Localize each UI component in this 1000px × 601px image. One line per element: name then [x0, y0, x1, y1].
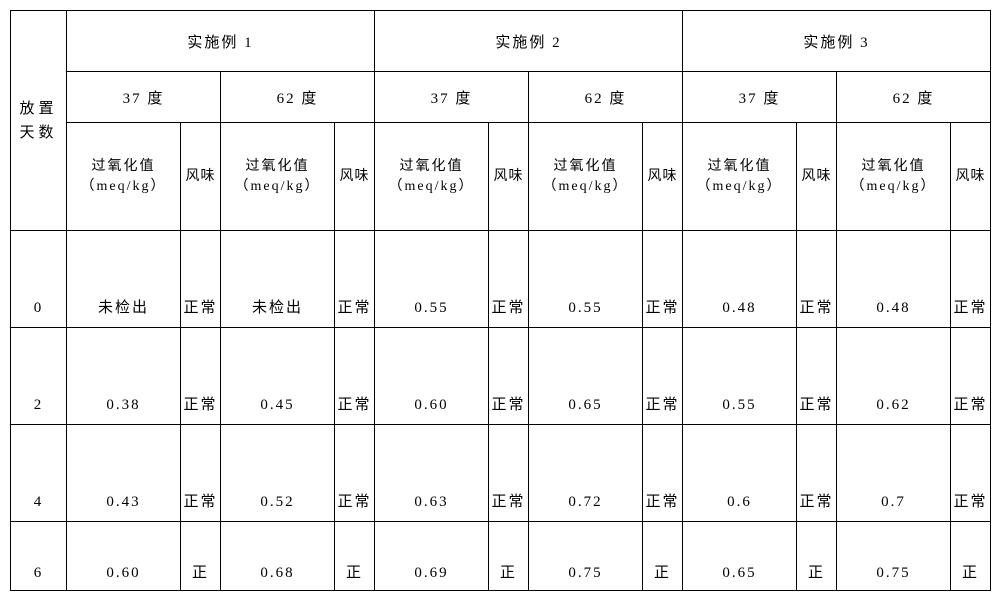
- value-cell: 0.75: [529, 522, 643, 591]
- header-example-3: 实施例 3: [683, 11, 991, 72]
- flavor-cell: 正常: [797, 328, 837, 425]
- flavor-cell: 正常: [489, 231, 529, 328]
- header-temp: 62 度: [221, 72, 375, 123]
- value-cell: 0.43: [67, 425, 181, 522]
- value-cell: 0.69: [375, 522, 489, 591]
- value-cell: 0.63: [375, 425, 489, 522]
- header-example-1: 实施例 1: [67, 11, 375, 72]
- flavor-cell: 正常: [797, 231, 837, 328]
- table-row: 6 0.60 正 0.68 正 0.69 正 0.75 正 0.65 正 0.7…: [11, 522, 991, 591]
- value-cell: 0.72: [529, 425, 643, 522]
- flavor-cell: 正常: [643, 328, 683, 425]
- value-cell: 0.55: [683, 328, 797, 425]
- day-cell: 0: [11, 231, 67, 328]
- header-temp: 62 度: [837, 72, 991, 123]
- value-cell: 0.60: [67, 522, 181, 591]
- value-cell: 0.45: [221, 328, 335, 425]
- value-cell: 未检出: [221, 231, 335, 328]
- header-peroxide: 过氧化值（meq/kg）: [67, 123, 181, 231]
- data-table: 放置天数 实施例 1 实施例 2 实施例 3 37 度 62 度 37 度 62…: [10, 10, 991, 591]
- row-header-days: 放置天数: [11, 11, 67, 231]
- flavor-cell: 正常: [797, 425, 837, 522]
- header-temp: 37 度: [375, 72, 529, 123]
- value-cell: 0.6: [683, 425, 797, 522]
- table-row: 0 未检出 正常 未检出 正常 0.55 正常 0.55 正常 0.48 正常 …: [11, 231, 991, 328]
- header-peroxide: 过氧化值（meq/kg）: [375, 123, 489, 231]
- value-cell: 0.7: [837, 425, 951, 522]
- flavor-cell: 正常: [643, 231, 683, 328]
- day-cell: 4: [11, 425, 67, 522]
- header-peroxide: 过氧化值（meq/kg）: [683, 123, 797, 231]
- header-example-2: 实施例 2: [375, 11, 683, 72]
- flavor-cell: 正: [489, 522, 529, 591]
- flavor-cell: 正常: [335, 231, 375, 328]
- flavor-cell: 正常: [181, 328, 221, 425]
- header-peroxide: 过氧化值（meq/kg）: [221, 123, 335, 231]
- header-temp: 37 度: [67, 72, 221, 123]
- value-cell: 0.48: [837, 231, 951, 328]
- header-temp: 62 度: [529, 72, 683, 123]
- flavor-cell: 正常: [951, 231, 991, 328]
- header-flavor: 风味: [335, 123, 375, 231]
- flavor-cell: 正: [797, 522, 837, 591]
- value-cell: 0.65: [683, 522, 797, 591]
- flavor-cell: 正常: [181, 231, 221, 328]
- table-body: 0 未检出 正常 未检出 正常 0.55 正常 0.55 正常 0.48 正常 …: [11, 231, 991, 591]
- flavor-cell: 正常: [181, 425, 221, 522]
- value-cell: 0.62: [837, 328, 951, 425]
- value-cell: 0.60: [375, 328, 489, 425]
- flavor-cell: 正常: [951, 425, 991, 522]
- header-flavor: 风味: [951, 123, 991, 231]
- header-flavor: 风味: [181, 123, 221, 231]
- flavor-cell: 正常: [951, 328, 991, 425]
- value-cell: 0.68: [221, 522, 335, 591]
- header-peroxide: 过氧化值（meq/kg）: [529, 123, 643, 231]
- value-cell: 未检出: [67, 231, 181, 328]
- table-row: 4 0.43 正常 0.52 正常 0.63 正常 0.72 正常 0.6 正常…: [11, 425, 991, 522]
- value-cell: 0.48: [683, 231, 797, 328]
- value-cell: 0.38: [67, 328, 181, 425]
- flavor-cell: 正常: [335, 425, 375, 522]
- flavor-cell: 正常: [489, 328, 529, 425]
- flavor-cell: 正: [335, 522, 375, 591]
- header-peroxide: 过氧化值（meq/kg）: [837, 123, 951, 231]
- table-row: 2 0.38 正常 0.45 正常 0.60 正常 0.65 正常 0.55 正…: [11, 328, 991, 425]
- flavor-cell: 正常: [335, 328, 375, 425]
- header-flavor: 风味: [643, 123, 683, 231]
- flavor-cell: 正: [951, 522, 991, 591]
- value-cell: 0.65: [529, 328, 643, 425]
- flavor-cell: 正: [643, 522, 683, 591]
- value-cell: 0.52: [221, 425, 335, 522]
- header-flavor: 风味: [489, 123, 529, 231]
- day-cell: 6: [11, 522, 67, 591]
- value-cell: 0.55: [375, 231, 489, 328]
- value-cell: 0.75: [837, 522, 951, 591]
- flavor-cell: 正常: [643, 425, 683, 522]
- flavor-cell: 正常: [489, 425, 529, 522]
- day-cell: 2: [11, 328, 67, 425]
- flavor-cell: 正: [181, 522, 221, 591]
- header-flavor: 风味: [797, 123, 837, 231]
- header-temp: 37 度: [683, 72, 837, 123]
- value-cell: 0.55: [529, 231, 643, 328]
